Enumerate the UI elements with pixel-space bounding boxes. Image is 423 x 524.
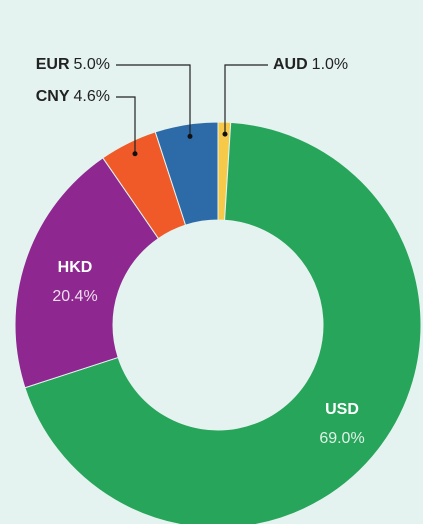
- leader-dot: [187, 133, 193, 139]
- value-label: 20.4%: [52, 288, 97, 305]
- slice: [14, 157, 160, 389]
- leader-line: [116, 64, 191, 137]
- leader-dot: [222, 131, 228, 137]
- value-label: 5.0%: [74, 56, 110, 73]
- slice-label: AUD 1.0%: [273, 56, 348, 73]
- slice-label: HKD: [58, 259, 93, 276]
- category-name: AUD: [273, 56, 308, 73]
- value-label: 69.0%: [319, 430, 364, 447]
- value-label: 4.6%: [74, 88, 110, 105]
- leader-line: [224, 64, 268, 135]
- slice-label: USD: [325, 401, 359, 418]
- value-label: 1.0%: [312, 56, 348, 73]
- category-name: CNY: [36, 88, 70, 105]
- category-name: EUR: [36, 56, 70, 73]
- slice: [154, 121, 219, 226]
- slice: [24, 121, 422, 524]
- slice-label: EUR 5.0%: [36, 56, 110, 73]
- leader-line: [116, 96, 136, 154]
- leader-dot: [132, 151, 138, 157]
- slice-label: CNY 4.6%: [36, 88, 110, 105]
